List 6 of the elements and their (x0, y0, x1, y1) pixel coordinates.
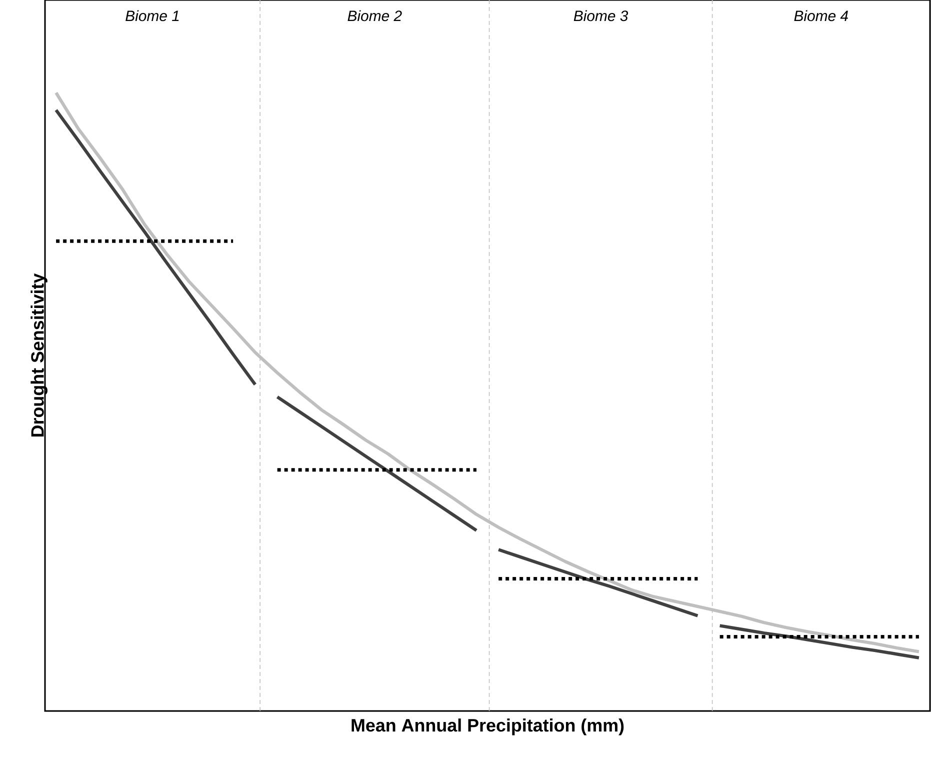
text: Biome 4 (794, 10, 848, 22)
text: Biome 3 (574, 10, 628, 22)
text: Biome 2 (348, 10, 402, 22)
x-axis-title: Mean Annual Precipitation (mm) (352, 718, 624, 736)
text: Biome 1 (126, 10, 179, 22)
y-axis-title: Drought Sensitivity (30, 273, 48, 436)
